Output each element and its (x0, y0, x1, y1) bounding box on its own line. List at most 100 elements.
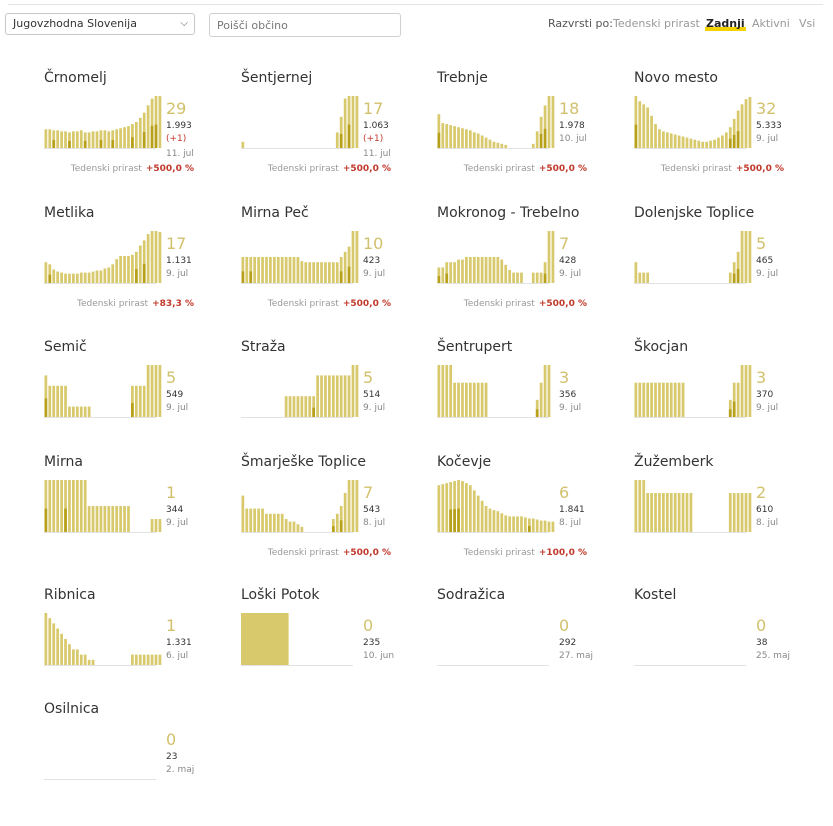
chart-bar (476, 382, 480, 417)
sort-option-latest[interactable]: Zadnji (705, 17, 746, 31)
total-cases: 235 (363, 638, 381, 648)
municipality-name[interactable]: Mirna (44, 454, 83, 470)
chart-bar (316, 262, 319, 283)
municipality-card[interactable]: Straža 5 514 9. jul (241, 339, 431, 464)
chart-bar (461, 481, 464, 532)
chart-bar (158, 654, 162, 665)
chart-bar (64, 480, 67, 532)
chart-bar (453, 382, 456, 417)
municipality-name[interactable]: Loški Potok (241, 587, 320, 603)
municipality-card[interactable]: Črnomelj 29 1.993 (+1) 11. jul Tedenski prira… (44, 70, 234, 195)
municipality-card[interactable]: Žužemberk 2 610 8. jul (634, 454, 824, 579)
chart-bar (351, 365, 355, 417)
chart-bar (468, 485, 472, 532)
sort-option-all[interactable]: Vsi (799, 17, 816, 30)
municipality-name[interactable]: Škocjan (634, 339, 689, 355)
municipality-name[interactable]: Semič (44, 339, 87, 355)
municipality-name[interactable]: Trebnje (437, 70, 488, 86)
municipality-card[interactable]: Osilnica 0 23 2. maj (44, 701, 234, 826)
sort-option-active[interactable]: Aktivni (752, 17, 790, 30)
chart-bar (445, 262, 449, 283)
municipality-name[interactable]: Sodražica (437, 587, 506, 603)
chart-bar (335, 375, 339, 417)
chart-bar (292, 257, 296, 283)
chart-bar-new (131, 402, 134, 417)
weekly-growth: Tedenski prirast +500,0 % (268, 548, 391, 559)
municipality-card[interactable]: Šmarješke Toplice 7 543 8. jul Tedenski prir… (241, 454, 431, 579)
weekly-growth-value: +500,0 % (538, 164, 587, 174)
chart-bar-new (339, 520, 343, 532)
municipality-search-input[interactable] (209, 13, 401, 37)
chart-bar (288, 521, 292, 532)
weekly-growth: Tedenski prirast +83,3 % (77, 299, 194, 310)
chart-bar (48, 264, 52, 283)
chart-bar (60, 480, 63, 532)
chart-bar (461, 128, 464, 148)
chart-bar (724, 132, 728, 148)
chart-bar (740, 493, 744, 532)
chart-bar (516, 272, 519, 283)
chart-bar (127, 255, 130, 283)
municipality-name[interactable]: Šmarješke Toplice (241, 454, 367, 470)
sort-option-weekly-growth[interactable]: Tedenski prirast (613, 17, 700, 30)
chart-bar (685, 137, 689, 148)
last-update-date: 11. jul (363, 149, 391, 159)
municipality-card[interactable]: Kočevje 6 1.841 8. jul Tedenski prirast +100,… (437, 454, 627, 579)
chart-bar (736, 493, 740, 532)
total-cases: 5.333 (756, 121, 782, 131)
municipality-card[interactable]: Metlika 17 1.131 9. jul Tedenski prirast +83,… (44, 205, 234, 330)
chart-bar (87, 132, 91, 148)
municipality-card[interactable]: Šentrupert 3 356 9. jul (437, 339, 627, 464)
chart-bar (328, 375, 331, 417)
last-update-date: 9. jul (756, 403, 779, 413)
chart-bar (60, 131, 63, 148)
chart-bar (284, 519, 288, 532)
chart-bar (83, 480, 87, 532)
chart-bar (484, 257, 488, 283)
chart-bar (535, 519, 539, 532)
municipality-card[interactable]: Dolenjske Toplice 5 465 9. jul (634, 205, 824, 330)
chart-bar-new (241, 271, 245, 283)
municipality-card[interactable]: Sodražica 0 292 27. maj (437, 587, 627, 712)
municipality-name[interactable]: Žužemberk (634, 454, 714, 470)
sparkline-chart (241, 613, 353, 666)
municipality-name[interactable]: Straža (241, 339, 286, 355)
municipality-name[interactable]: Metlika (44, 205, 95, 221)
last-update-date: 9. jul (559, 269, 582, 279)
municipality-card[interactable]: Novo mesto 32 5.333 9. jul Tedenski prirast +… (634, 70, 824, 195)
municipality-name[interactable]: Ribnica (44, 587, 96, 603)
municipality-name[interactable]: Črnomelj (44, 70, 107, 86)
municipality-card[interactable]: Ribnica 1 1.331 6. jul (44, 587, 234, 712)
municipality-name[interactable]: Šentjernej (241, 70, 313, 86)
municipality-name[interactable]: Osilnica (44, 701, 100, 717)
chevron-down-icon: ⌵ (180, 18, 188, 29)
municipality-name[interactable]: Šentrupert (437, 339, 513, 355)
chart-bar (437, 485, 441, 532)
municipality-card[interactable]: Semič 5 549 9. jul (44, 339, 234, 464)
municipality-card[interactable]: Trebnje 18 1.978 10. jul Tedenski prirast +50… (437, 70, 627, 195)
municipality-name[interactable]: Kostel (634, 587, 677, 603)
chart-bar (551, 231, 555, 283)
chart-bar (665, 493, 669, 532)
municipality-card[interactable]: Kostel 0 38 25. maj (634, 587, 824, 712)
chart-bar-new (437, 132, 441, 148)
municipality-card[interactable]: Mirna 1 344 9. jul (44, 454, 234, 579)
municipality-card[interactable]: Škocjan 3 370 9. jul (634, 339, 824, 464)
chart-bar-new (437, 275, 441, 283)
municipality-name[interactable]: Dolenjske Toplice (634, 205, 755, 221)
municipality-card[interactable]: Loški Potok 0 235 10. jun (241, 587, 431, 712)
total-cases: 1.841 (559, 505, 585, 515)
chart-bar (142, 654, 146, 665)
municipality-card[interactable]: Šentjernej 17 1.063 (+1) 11. jul Tedenski pri… (241, 70, 431, 195)
municipality-name[interactable]: Mirna Peč (241, 205, 309, 221)
municipality-card[interactable]: Mokronog - Trebelno 7 428 9. jul Tedenski pr… (437, 205, 627, 330)
chart-bar-new (539, 133, 543, 148)
municipality-name[interactable]: Kočevje (437, 454, 492, 470)
chart-bar (355, 96, 359, 148)
municipality-card[interactable]: Mirna Peč 10 423 9. jul Tedenski prirast +500… (241, 205, 431, 330)
municipality-name[interactable]: Mokronog - Trebelno (437, 205, 580, 221)
chart-bar (60, 633, 63, 665)
chart-bar (673, 382, 677, 417)
municipality-name[interactable]: Novo mesto (634, 70, 718, 86)
region-select[interactable]: Jugovzhodna Slovenija ⌵ (5, 13, 195, 35)
